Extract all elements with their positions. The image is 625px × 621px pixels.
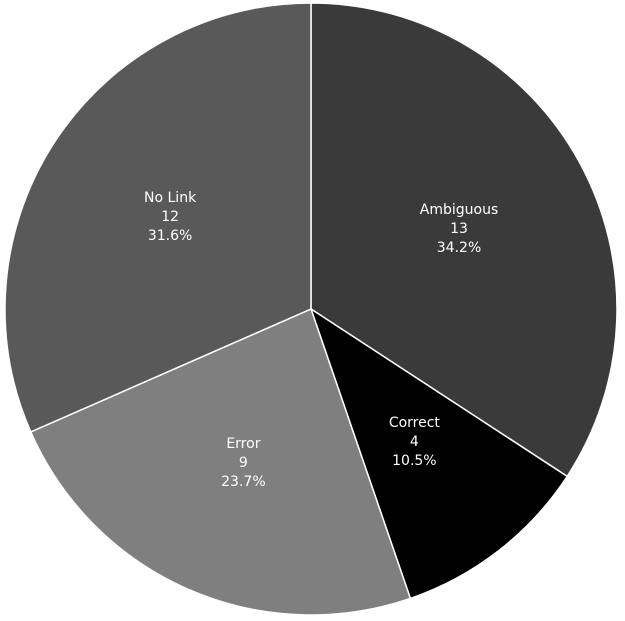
slice-label: Correct (389, 415, 441, 431)
slice-percent: 10.5% (392, 453, 436, 469)
slice-percent: 31.6% (148, 228, 192, 244)
pie-slice (29, 307, 412, 616)
slice-value: 9 (239, 455, 248, 471)
pie-slice (309, 307, 569, 600)
slice-label: Ambiguous (420, 202, 498, 218)
slice-label: No Link (144, 190, 197, 206)
slice-percent: 23.7% (221, 474, 265, 490)
slice-value: 13 (450, 221, 468, 237)
pie-slice (4, 2, 312, 433)
pie-slice (310, 2, 618, 478)
slice-value: 12 (161, 209, 179, 225)
slice-percent: 34.2% (437, 240, 481, 256)
slice-label: Error (226, 436, 260, 452)
slice-value: 4 (410, 434, 419, 450)
